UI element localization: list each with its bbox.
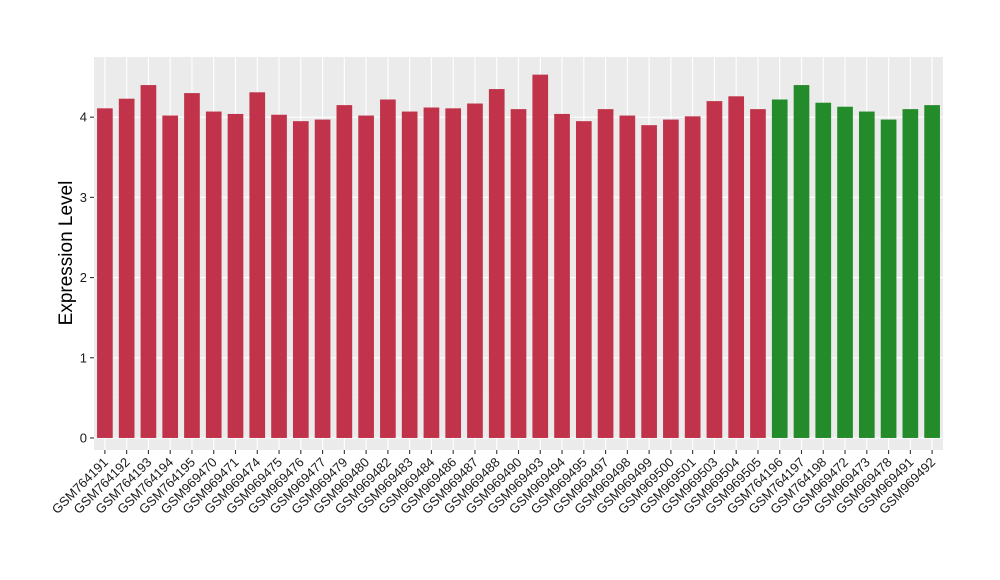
bar-GSM969477 <box>314 119 331 438</box>
bar-GSM969470 <box>205 111 222 438</box>
bar-GSM969471 <box>227 113 244 438</box>
y-axis-title: Expression Level <box>56 181 77 326</box>
bar-GSM969505 <box>750 109 766 438</box>
bar-GSM969495 <box>575 121 592 438</box>
y-tick-label: 2 <box>80 270 87 285</box>
bar-GSM764196 <box>771 99 788 438</box>
bar-GSM764198 <box>815 102 832 438</box>
bar-GSM969480 <box>358 115 374 438</box>
bar-GSM969490 <box>510 109 527 438</box>
bar-GSM969503 <box>706 101 723 438</box>
bar-GSM969497 <box>597 109 614 438</box>
y-tick-label: 3 <box>80 190 87 205</box>
bar-GSM969478 <box>880 119 897 438</box>
bar-GSM969482 <box>380 99 396 438</box>
bar-GSM969484 <box>423 107 440 438</box>
bar-GSM764194 <box>162 115 179 438</box>
bar-GSM969499 <box>641 125 657 438</box>
bar-GSM969483 <box>401 111 418 438</box>
bar-GSM969500 <box>663 119 679 438</box>
bar-GSM969494 <box>554 113 570 438</box>
bar-GSM969473 <box>858 111 875 438</box>
bar-GSM969472 <box>837 106 853 438</box>
y-tick-label: 4 <box>80 110 87 125</box>
bar-GSM764197 <box>793 85 810 438</box>
bar-GSM969504 <box>728 96 745 438</box>
bar-GSM969474 <box>249 92 266 438</box>
bar-GSM969475 <box>271 114 287 438</box>
x-axis: GSM764191GSM764192GSM764193GSM764194GSM7… <box>49 450 938 517</box>
bars <box>97 74 940 438</box>
bar-GSM969491 <box>902 109 919 438</box>
bar-GSM969493 <box>532 74 549 438</box>
bar-GSM764191 <box>97 108 113 438</box>
bar-GSM764195 <box>184 93 200 438</box>
bar-GSM969488 <box>488 89 505 438</box>
bar-GSM969501 <box>684 116 701 438</box>
bar-GSM764192 <box>118 98 135 438</box>
y-axis: 0 1 2 3 4 <box>80 110 94 445</box>
bar-GSM969476 <box>292 121 309 438</box>
bar-GSM969492 <box>924 105 940 438</box>
y-tick-label: 0 <box>80 430 87 445</box>
bar-GSM764193 <box>140 85 157 438</box>
bar-GSM969479 <box>336 105 353 438</box>
bar-GSM969498 <box>619 115 636 438</box>
bar-GSM969486 <box>445 108 462 438</box>
bar-GSM969487 <box>467 103 483 438</box>
y-tick-label: 1 <box>80 350 87 365</box>
